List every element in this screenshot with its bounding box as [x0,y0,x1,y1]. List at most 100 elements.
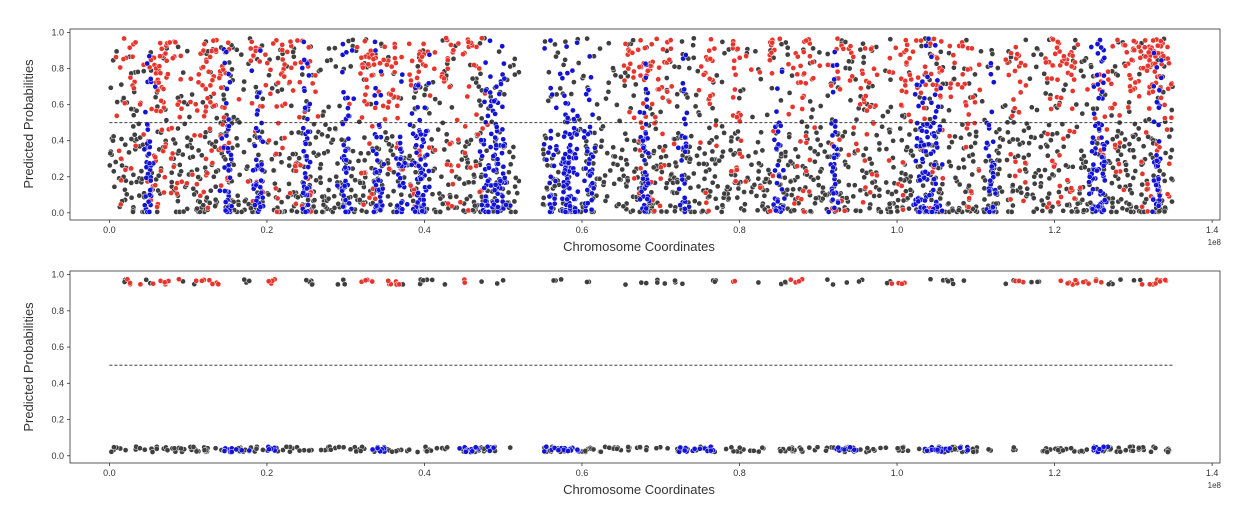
top-point-red [671,141,677,147]
top-point-gray [1046,175,1053,182]
top-point-red [898,183,905,189]
top-point-gray [1081,164,1088,171]
top-point-red [918,37,924,44]
top-point-gray [212,183,219,190]
top-point-red [270,40,277,47]
top-point-blue [934,77,941,84]
top-point-red [630,74,637,81]
top-point-red [1131,47,1138,53]
top-point-blue [339,121,346,127]
bottom-point-gray-high [884,280,890,286]
top-point-gray [632,81,639,88]
top-point-red [354,44,360,51]
top-point-gray [778,41,785,48]
top-point-red [841,207,848,214]
top-point-gray [122,141,129,148]
bottom-point-gray-high [1002,280,1009,287]
top-point-blue [223,100,230,107]
top-point-gray [1133,204,1140,211]
top-point-gray [610,65,616,71]
top-point-gray [189,91,195,98]
top-point-red [631,68,637,75]
top-point-gray [709,105,716,112]
top-point-gray [506,149,513,155]
top-point-red [155,79,162,86]
top-point-red [698,63,705,70]
top-point-red [117,201,124,208]
top-point-red [116,147,122,154]
top-point-blue [936,127,943,133]
top-point-gray [1160,171,1167,178]
top-point-gray [1109,180,1115,186]
top-point-red [785,111,792,118]
top-point-red [160,86,167,92]
top-point-gray [234,192,241,199]
top-point-red [1012,173,1019,179]
top-point-gray [1109,136,1116,143]
bottom-point-red-high [796,278,802,285]
top-point-gray [754,207,761,214]
top-point-gray [624,136,630,143]
top-point-gray [278,159,285,166]
top-point-blue [146,150,152,157]
top-point-red [380,103,387,109]
top-point-gray [230,161,237,168]
top-point-red [659,94,666,101]
top-point-red [201,41,208,47]
top-point-gray [361,157,368,164]
top-point-blue [564,115,571,121]
top-point-red [165,71,171,77]
top-point-gray [107,150,114,157]
top-point-blue [217,187,223,194]
top-point-gray [356,197,363,203]
top-point-blue [588,206,595,213]
top-point-gray [568,91,575,97]
top-point-blue [147,76,154,82]
top-point-gray [135,69,141,75]
bottom-point-gray-low [507,444,514,451]
top-point-gray [631,137,638,144]
top-point-blue [378,68,384,75]
top-point-red [248,38,255,45]
top-point-blue [344,95,351,101]
top-point-gray [701,150,708,157]
bottom-point-gray-high [950,281,956,287]
top-point-red [162,144,168,150]
top-point-blue [343,157,350,163]
top-point-blue [642,169,648,176]
top-point-gray [1140,143,1147,150]
top-point-red [249,100,255,107]
top-point-red [1010,96,1017,103]
top-point-red [1136,93,1143,100]
top-point-gray [458,156,465,163]
top-point-gray [128,194,135,201]
top-point-gray [200,202,207,209]
top-point-blue [1089,206,1096,212]
top-point-blue [919,127,925,134]
top-point-gray [886,129,893,136]
top-point-gray [972,140,978,146]
top-point-red [732,86,738,93]
top-point-blue [259,138,266,145]
top-point-gray [1025,125,1032,131]
top-point-blue [495,160,501,167]
top-point-red [213,47,219,53]
top-point-gray [807,208,814,215]
top-point-red [473,163,479,169]
top-point-blue [341,182,348,189]
top-point-blue [346,200,353,207]
top-point-gray [969,171,976,178]
top-point-red [857,85,864,92]
top-point-red [738,137,744,144]
top-point-blue [259,194,266,201]
top-point-gray [453,193,460,200]
top-point-red [651,120,658,127]
top-point-gray [1063,162,1069,169]
top-point-gray [1038,133,1045,139]
top-y-tick-label: 0.4 [51,136,64,146]
top-point-blue [774,198,781,205]
top-point-gray [211,143,218,150]
top-point-gray [266,72,272,79]
top-point-red [731,57,738,64]
top-point-blue [919,78,926,85]
